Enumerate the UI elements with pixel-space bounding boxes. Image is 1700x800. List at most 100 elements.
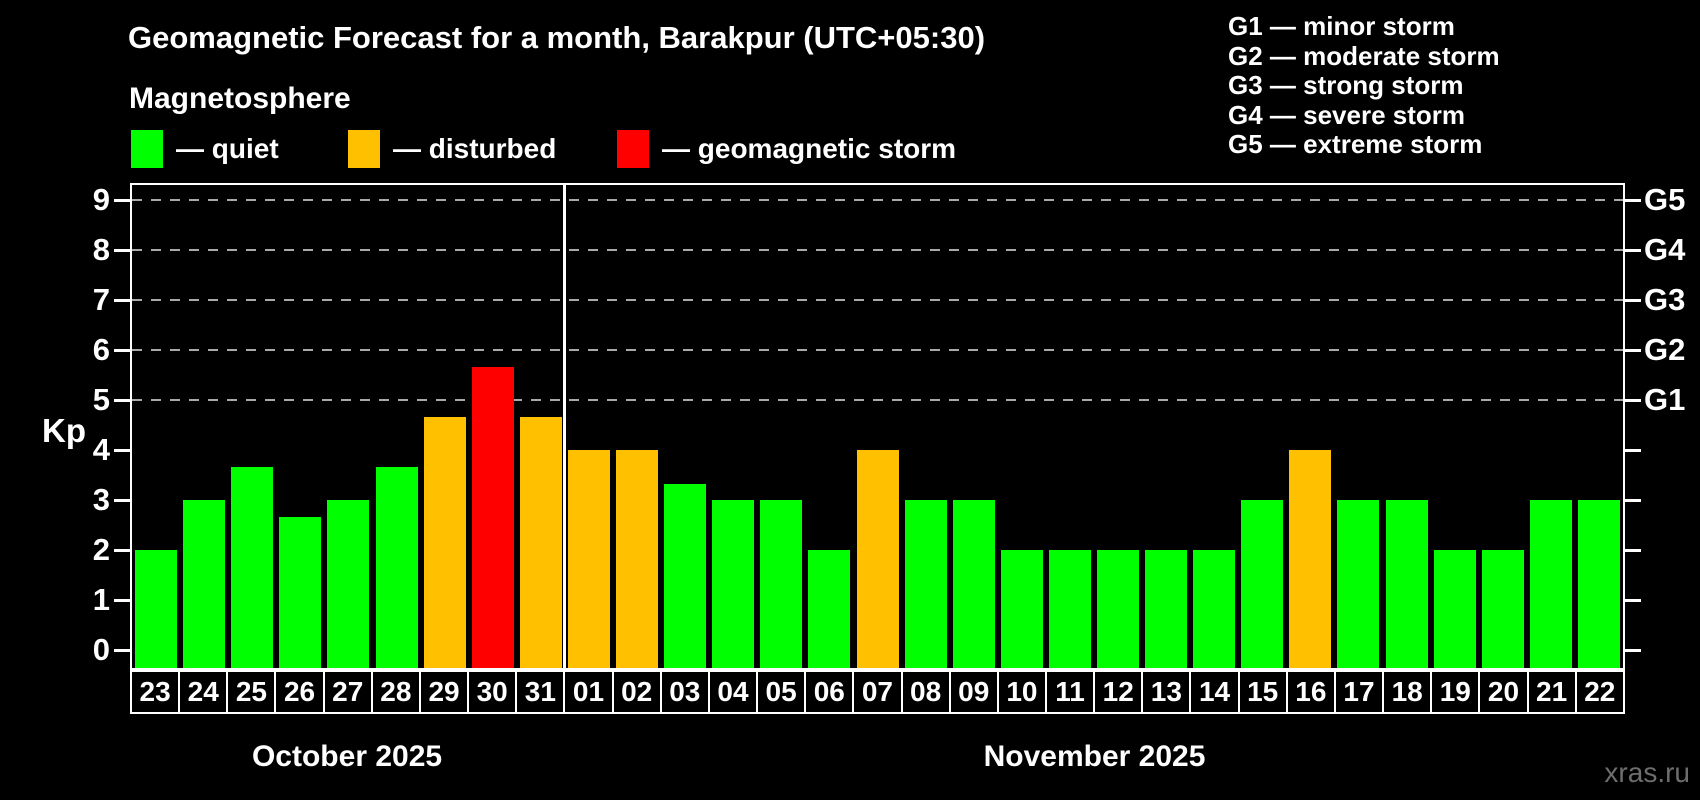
y-tick-right-7 [1625, 298, 1641, 302]
legend-swatch-disturbed [348, 130, 380, 168]
storm-scale-item: G2 — moderate storm [1228, 40, 1500, 71]
kp-bar-day-01 [567, 450, 610, 668]
y-axis-tick-label: 7 [92, 282, 110, 317]
storm-scale-item: G1 — minor storm [1228, 11, 1455, 41]
date-cell: 03 [659, 670, 710, 714]
legend-label: — disturbed [393, 133, 557, 164]
y-tick-right-8 [1625, 248, 1641, 252]
date-cell: 23 [130, 670, 181, 714]
kp-bar-day-26 [279, 516, 322, 668]
date-cell: 02 [611, 670, 662, 714]
kp-bar-day-21 [1529, 500, 1572, 668]
right-axis-label-g5: G5 [1644, 182, 1686, 217]
legend-item-disturbed: — disturbed [348, 130, 556, 168]
y-tick-left-7 [114, 298, 130, 302]
y-tick-left-2 [114, 548, 130, 552]
kp-bar-day-14 [1193, 550, 1236, 668]
right-axis-label-g2: G2 [1644, 332, 1686, 367]
y-tick-right-2 [1625, 548, 1641, 552]
right-axis-label-g1: G1 [1644, 382, 1686, 417]
kp-bar-day-16 [1289, 450, 1332, 668]
gridline-kp8 [132, 249, 1623, 251]
date-cell: 16 [1285, 670, 1336, 714]
y-axis-tick-label: 5 [92, 382, 110, 417]
date-cell: 31 [515, 670, 566, 714]
kp-bar-day-07 [856, 450, 899, 668]
date-cell: 06 [804, 670, 855, 714]
kp-bar-day-22 [1577, 500, 1620, 668]
legend-label: — quiet [176, 133, 279, 164]
kp-bar-day-20 [1481, 550, 1524, 668]
y-tick-left-3 [114, 498, 130, 502]
date-axis: 23 24 25 26 27 28 29 30 31 01 02 03 04 05 06 07 08 09 10 11… [130, 670, 1625, 714]
kp-bar-day-10 [1000, 550, 1043, 668]
y-tick-left-6 [114, 348, 130, 352]
chart-title: Geomagnetic Forecast for a month, Barakp… [128, 20, 986, 55]
y-tick-left-5 [114, 398, 130, 402]
legend-swatch-storm [617, 130, 649, 168]
date-cell: 09 [948, 670, 999, 714]
date-cell: 01 [563, 670, 614, 714]
kp-bar-day-30 [471, 366, 514, 668]
y-axis-tick-label: 1 [92, 582, 110, 617]
month-label-1: November 2025 [983, 740, 1206, 773]
date-cell: 15 [1237, 670, 1288, 714]
y-tick-right-1 [1625, 598, 1641, 602]
gridline-kp9 [132, 199, 1623, 201]
y-axis-tick-label: 4 [92, 432, 110, 467]
y-axis-tick-label: 2 [92, 532, 110, 567]
date-cell: 14 [1189, 670, 1240, 714]
y-axis-tick-label: 6 [92, 332, 110, 367]
y-tick-right-5 [1625, 398, 1641, 402]
kp-bar-day-19 [1433, 550, 1476, 668]
date-cell: 18 [1382, 670, 1433, 714]
y-axis-tick-label: 8 [92, 232, 110, 267]
y-tick-left-4 [114, 448, 130, 452]
y-tick-left-9 [114, 198, 130, 202]
kp-bar-day-04 [712, 500, 755, 668]
date-cell: 30 [467, 670, 518, 714]
kp-bar-day-06 [808, 550, 851, 668]
date-cell: 28 [370, 670, 421, 714]
month-label-0: October 2025 [251, 740, 443, 773]
date-cell: 29 [418, 670, 470, 714]
kp-bar-day-27 [327, 500, 370, 668]
gridline-kp7 [132, 299, 1623, 301]
y-tick-left-0 [114, 648, 130, 652]
kp-bar-day-28 [375, 466, 418, 668]
y-axis-tick-label: 0 [92, 632, 110, 667]
date-cell: 24 [178, 670, 229, 714]
kp-bar-day-29 [423, 416, 466, 668]
legend-item-storm: — geomagnetic storm [617, 130, 956, 168]
kp-bar-day-23 [135, 550, 178, 668]
gridline-kp6 [132, 349, 1623, 351]
date-cell: 05 [756, 670, 807, 714]
y-tick-left-1 [114, 598, 130, 602]
date-cell: 25 [226, 670, 277, 714]
kp-bar-day-03 [664, 483, 707, 668]
y-tick-right-6 [1625, 348, 1641, 352]
date-cell: 04 [707, 670, 759, 714]
date-cell: 08 [900, 670, 951, 714]
y-tick-right-4 [1625, 448, 1641, 452]
date-cell: 27 [322, 670, 373, 714]
y-axis-tick-label: 3 [92, 482, 110, 517]
date-cell: 19 [1430, 670, 1481, 714]
kp-bar-day-15 [1241, 500, 1284, 668]
month-separator [563, 185, 567, 668]
y-axis-tick-label: 9 [92, 182, 110, 217]
date-cell: 17 [1333, 670, 1385, 714]
date-cell: 12 [1093, 670, 1144, 714]
date-cell: 13 [1141, 670, 1192, 714]
date-cell: 21 [1526, 670, 1577, 714]
storm-scale-item: G3 — strong storm [1228, 70, 1464, 100]
y-axis-title: Kp [42, 412, 86, 449]
legend-item-quiet: — quiet [131, 130, 279, 168]
kp-bar-day-18 [1385, 500, 1428, 668]
right-axis-label-g3: G3 [1644, 282, 1686, 317]
y-tick-right-9 [1625, 198, 1641, 202]
legend-label: — geomagnetic storm [662, 133, 957, 164]
y-tick-right-0 [1625, 648, 1641, 652]
y-tick-left-8 [114, 248, 130, 252]
